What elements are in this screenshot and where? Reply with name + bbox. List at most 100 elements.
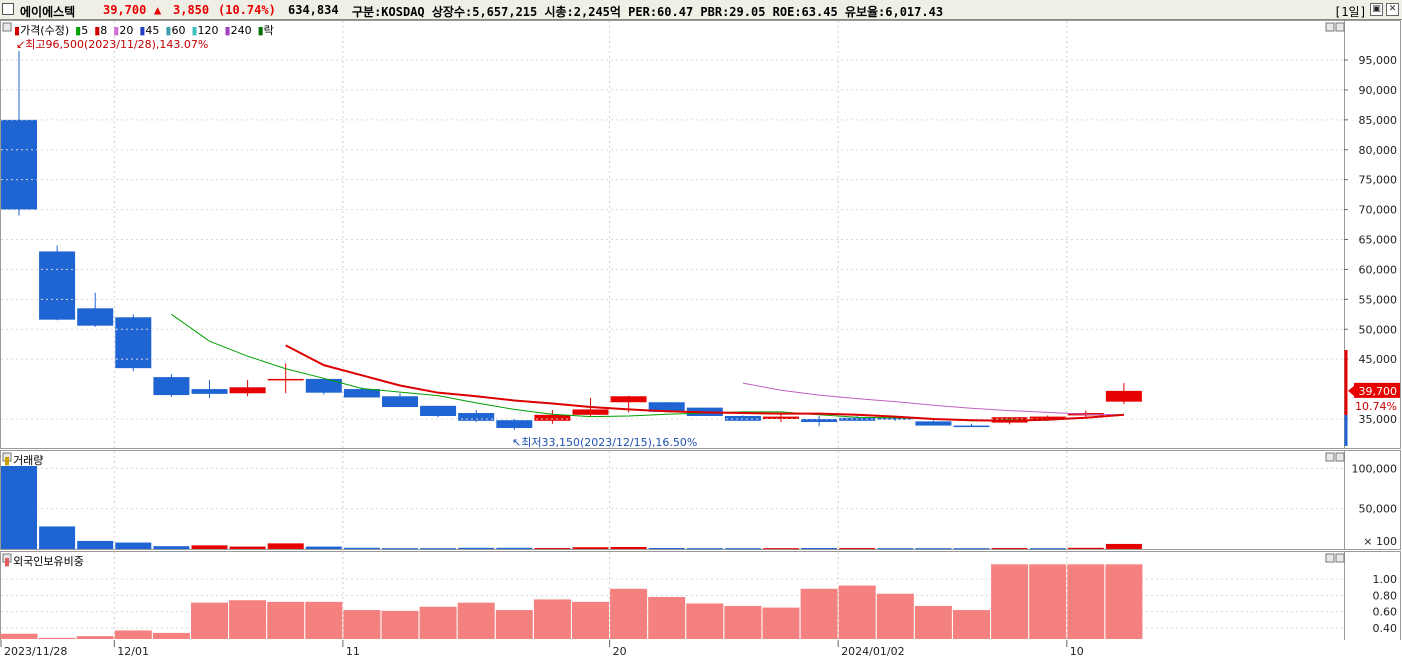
maximize-icon[interactable]: ▣ bbox=[1370, 3, 1383, 16]
candle-body bbox=[382, 396, 418, 408]
volume-bar bbox=[153, 546, 190, 549]
foreign-ratio-bar bbox=[686, 603, 724, 639]
x-tick-label: 12/01 bbox=[117, 645, 149, 658]
panel-menu-icon bbox=[2, 452, 12, 462]
price-y-tick-label: 45,000 bbox=[1359, 353, 1398, 366]
foreign-ratio-bar bbox=[419, 606, 457, 639]
panel-menu-icon bbox=[2, 22, 12, 32]
candle-body bbox=[1, 119, 37, 210]
price-panel-frame bbox=[0, 20, 1345, 449]
panel-minimize-icon bbox=[1325, 553, 1335, 563]
volume-bar bbox=[39, 526, 76, 549]
x-tick-label: 2024/01/02 bbox=[841, 645, 904, 658]
volume-bar bbox=[534, 548, 571, 550]
volume-bar bbox=[801, 548, 838, 550]
foreign-ratio-bar bbox=[762, 607, 800, 639]
foreign-ratio-bar bbox=[38, 637, 76, 639]
price-y-tick-label: 50,000 bbox=[1359, 323, 1398, 336]
candle-body bbox=[115, 317, 152, 369]
stock-info: 구분:KOSDAQ 상장수:5,657,215 시총:2,245억 PER:60… bbox=[352, 5, 944, 19]
foreign-ratio-bar bbox=[191, 602, 228, 639]
select-checkbox[interactable] bbox=[2, 3, 14, 15]
last-price-tag bbox=[1354, 382, 1400, 398]
foreign-ratio-bar bbox=[343, 610, 381, 639]
foreign-ratio-bar bbox=[876, 593, 914, 639]
panel-menu-icon bbox=[2, 553, 12, 563]
volume-y-tick-label: 50,000 bbox=[1359, 503, 1398, 516]
legend-item: ▮120 bbox=[191, 24, 219, 37]
vol-axis-frame bbox=[1344, 450, 1401, 550]
foreign-ratio-bar bbox=[381, 610, 419, 639]
foreign-y-tick-label: 0.80 bbox=[1373, 589, 1398, 602]
volume-unit-label: × 100 bbox=[1363, 535, 1397, 548]
foreign-ratio-bar bbox=[76, 636, 114, 639]
panel-maximize-icon bbox=[1335, 452, 1345, 462]
volume-bar bbox=[724, 548, 761, 550]
price-y-tick-label: 90,000 bbox=[1359, 84, 1398, 97]
arrow-left-icon: ↙ bbox=[16, 38, 26, 51]
candle-body bbox=[534, 414, 571, 421]
candle-body bbox=[953, 425, 990, 428]
volume-bar bbox=[267, 543, 304, 549]
last-price-text: 39,700 bbox=[1359, 385, 1398, 398]
foreign-ratio-bar bbox=[305, 601, 343, 639]
volume-bar bbox=[915, 548, 952, 550]
last-pct-text: 10.74% bbox=[1355, 400, 1397, 413]
candle-body bbox=[724, 416, 761, 421]
volume-bar bbox=[1105, 543, 1142, 549]
period-selector[interactable]: [1일] bbox=[1334, 5, 1367, 19]
candle-body bbox=[648, 402, 685, 412]
foreign-ratio-bar bbox=[610, 588, 648, 639]
volume-bar bbox=[420, 548, 457, 550]
x-tick-label: 10 bbox=[1070, 645, 1084, 658]
volume-bar bbox=[1067, 547, 1104, 549]
low-annotation: ↖최저33,150(2023/12/15),16.50% bbox=[512, 434, 697, 450]
price-change-pct: (10.74%) bbox=[218, 3, 276, 17]
price-y-tick-label: 95,000 bbox=[1359, 54, 1398, 67]
volume-bar bbox=[343, 547, 380, 549]
candle-body bbox=[153, 377, 190, 396]
foreign-ratio-bar bbox=[572, 601, 609, 639]
foreign-ratio-bar bbox=[1067, 564, 1105, 639]
foreign-y-tick-label: 1.00 bbox=[1373, 573, 1398, 586]
foreign-ratio-bar bbox=[838, 585, 876, 639]
foreign-y-tick-label: 0.60 bbox=[1373, 606, 1398, 619]
price-y-tick-label: 65,000 bbox=[1359, 234, 1398, 247]
up-arrow-icon: ▲ bbox=[154, 3, 162, 17]
last-price-marker-icon bbox=[1348, 385, 1354, 396]
candle-body bbox=[915, 421, 952, 426]
price-legend: ▮가격(수정) ▮5 ▮8 ▮20 ▮45 ▮60 ▮120 ▮240 ▮락 bbox=[14, 22, 280, 38]
price-y-tick-label: 85,000 bbox=[1359, 114, 1398, 127]
fr-axis-frame bbox=[1344, 551, 1401, 641]
volume-bar bbox=[115, 542, 152, 549]
volume-bar bbox=[1, 466, 37, 549]
panel-maximize-icon bbox=[1335, 553, 1345, 563]
candle-body bbox=[1029, 416, 1066, 419]
foreign-legend: ▮ 외국인보유비중 bbox=[4, 555, 84, 568]
low-annotation-text: 최저33,150(2023/12/15),16.50% bbox=[521, 436, 698, 449]
candle-body bbox=[877, 417, 914, 420]
candle-body bbox=[229, 387, 266, 394]
high-annotation: ↙최고96,500(2023/11/28),143.07% bbox=[16, 36, 208, 52]
volume-y-tick-label: 100,000 bbox=[1352, 462, 1398, 475]
candle-body bbox=[39, 251, 76, 320]
candle-body bbox=[763, 416, 799, 419]
price-axis-frame bbox=[1344, 20, 1401, 449]
volume-bar bbox=[1029, 548, 1066, 550]
arrow-up-icon: ↖ bbox=[512, 436, 522, 449]
foreign-ratio-bar bbox=[229, 600, 267, 639]
volume-bar bbox=[953, 548, 990, 550]
stock-name: 에이에스텍 bbox=[20, 5, 76, 19]
close-icon[interactable]: ✕ bbox=[1386, 3, 1399, 16]
trade-volume: 634,834 bbox=[288, 3, 339, 17]
foreign-ratio-bar bbox=[914, 605, 952, 639]
candle-body bbox=[458, 413, 495, 421]
legend-item: ▮5 bbox=[75, 24, 89, 37]
foreign-ratio-bar bbox=[495, 610, 533, 639]
volume-bar bbox=[877, 548, 914, 550]
volume-bar bbox=[496, 547, 533, 549]
panel-maximize-icon bbox=[1335, 22, 1345, 32]
volume-bar bbox=[229, 546, 266, 549]
panel-minimize-icon bbox=[1325, 22, 1335, 32]
x-tick-label: 20 bbox=[613, 645, 627, 658]
